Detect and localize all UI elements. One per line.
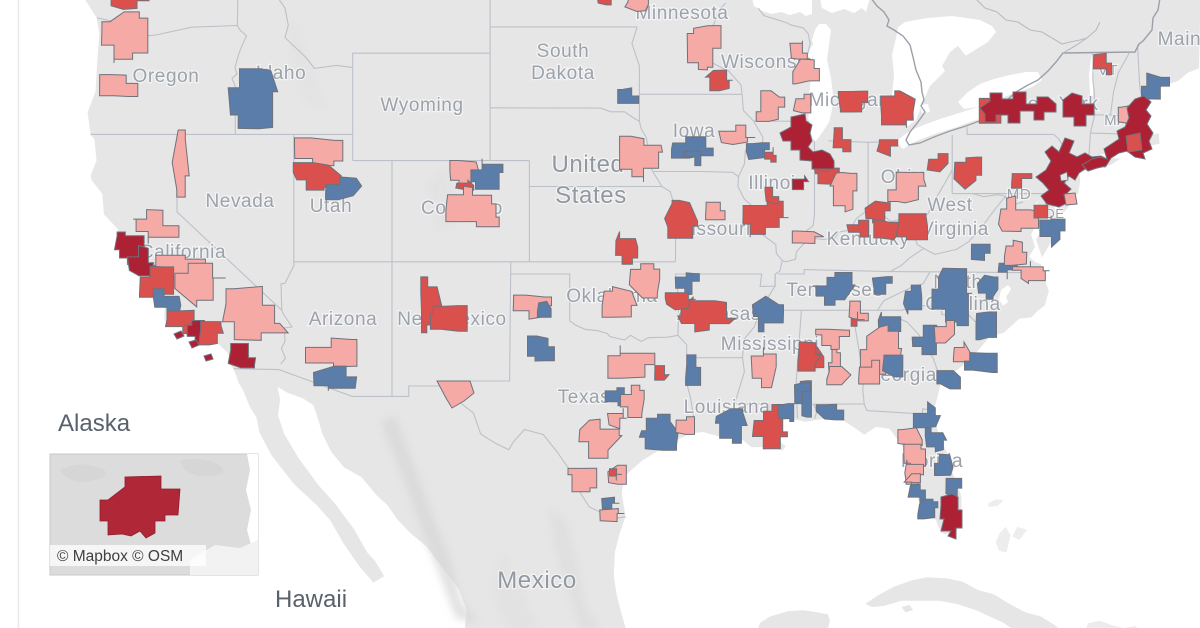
svg-text:Oregon: Oregon xyxy=(133,66,200,87)
svg-text:States: States xyxy=(555,182,627,209)
svg-text:Illinois: Illinois xyxy=(748,173,806,194)
svg-text:Hawaii: Hawaii xyxy=(275,586,347,613)
svg-text:Wyoming: Wyoming xyxy=(380,95,463,116)
svg-text:Alaska: Alaska xyxy=(58,410,131,437)
svg-text:Minnesota: Minnesota xyxy=(635,3,728,24)
svg-text:Louisiana: Louisiana xyxy=(684,397,771,418)
svg-text:Mexico: Mexico xyxy=(497,567,577,594)
svg-text:Utah: Utah xyxy=(310,196,353,217)
svg-text:Dakota: Dakota xyxy=(531,63,595,84)
svg-text:DE: DE xyxy=(1045,206,1064,221)
svg-text:Mississippi: Mississippi xyxy=(721,334,819,355)
svg-text:South: South xyxy=(537,41,590,62)
svg-text:Wisconsin: Wisconsin xyxy=(721,52,813,73)
svg-text:United: United xyxy=(552,151,625,178)
svg-text:Arizona: Arizona xyxy=(309,309,378,330)
svg-text:Maine: Maine xyxy=(1158,29,1200,50)
svg-text:Texas: Texas xyxy=(558,387,611,408)
svg-text:© Mapbox © OSM: © Mapbox © OSM xyxy=(57,548,183,565)
svg-text:Virginia: Virginia xyxy=(921,219,989,240)
svg-text:West: West xyxy=(927,195,972,216)
svg-text:Nevada: Nevada xyxy=(205,191,274,212)
